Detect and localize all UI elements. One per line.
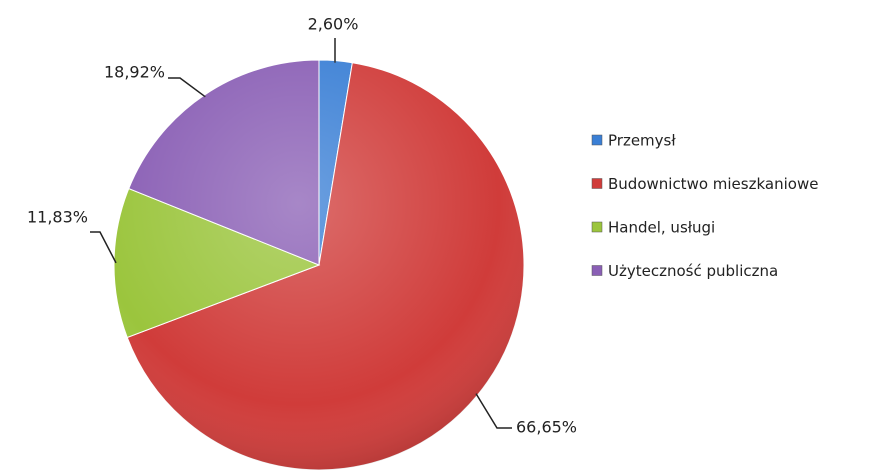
legend-label: Użyteczność publiczna (608, 262, 778, 280)
data-label: 11,83% (27, 208, 88, 227)
legend-marker (591, 134, 603, 146)
legend-label: Handel, usługi (608, 219, 715, 237)
legend-marker (591, 221, 603, 233)
legend-marker (591, 265, 603, 276)
legend-label: Budownictwo mieszkaniowe (608, 175, 818, 193)
data-label: 2,60% (308, 15, 359, 34)
data-label: 66,65% (516, 418, 577, 437)
legend-marker (591, 178, 603, 189)
leader-line (475, 393, 512, 429)
legend: Przemysł Budownictwo mieszkaniowe Handel, … (591, 132, 818, 280)
legend-label: Przemysł (608, 132, 676, 150)
pie: 2,60% 66,65% 11,83% 18,92% (27, 15, 577, 470)
data-label: 18,92% (104, 63, 165, 82)
leader-line (90, 231, 117, 264)
leader-line (168, 77, 206, 98)
